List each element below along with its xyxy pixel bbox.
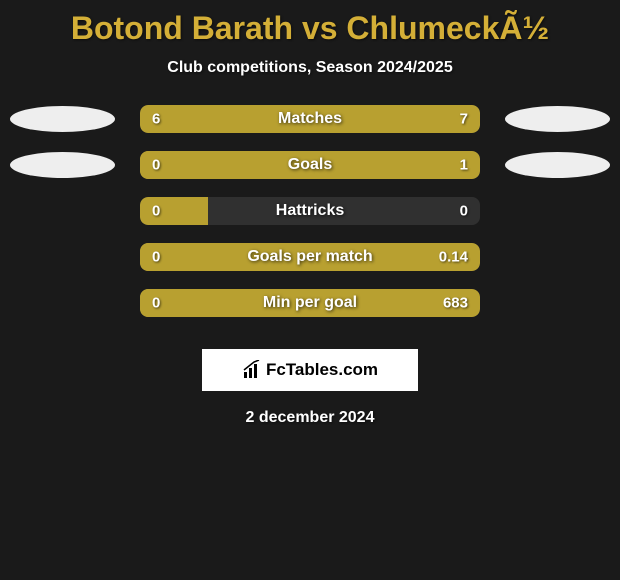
date-text: 2 december 2024 (246, 409, 375, 427)
subtitle: Club competitions, Season 2024/2025 (167, 59, 452, 77)
player-badge-left (10, 106, 115, 132)
stat-value-right: 7 (460, 111, 468, 128)
bar-fill-left (140, 197, 208, 225)
stat-bar: 0 1 Goals (140, 151, 480, 179)
logo-box: FcTables.com (202, 349, 418, 391)
stat-value-left: 0 (152, 157, 160, 174)
stat-value-left: 0 (152, 203, 160, 220)
spacer (505, 198, 610, 224)
stat-row: 0 0.14 Goals per match (10, 243, 610, 271)
stat-value-right: 683 (443, 295, 468, 312)
stats-list: 6 7 Matches 0 1 Goals 0 0 Hattricks 0 0.14 Goals pe… (10, 105, 610, 335)
logo-content: FcTables.com (242, 360, 378, 380)
bar-fill-left (140, 151, 208, 179)
main-container: Botond Barath vs ChlumeckÃ½ Club competi… (0, 0, 620, 437)
stat-row: 0 1 Goals (10, 151, 610, 179)
stat-value-right: 1 (460, 157, 468, 174)
chart-icon (242, 360, 262, 380)
stat-bar: 0 683 Min per goal (140, 289, 480, 317)
spacer (10, 198, 115, 224)
stat-value-left: 6 (152, 111, 160, 128)
spacer (505, 290, 610, 316)
stat-value-right: 0.14 (439, 249, 468, 266)
stat-value-right: 0 (460, 203, 468, 220)
stat-bar: 0 0 Hattricks (140, 197, 480, 225)
player-badge-right (505, 106, 610, 132)
stat-label: Goals per match (247, 248, 372, 266)
stat-label: Hattricks (276, 202, 344, 220)
bar-fill-left (140, 105, 297, 133)
player-badge-left (10, 152, 115, 178)
stat-row: 0 0 Hattricks (10, 197, 610, 225)
page-title: Botond Barath vs ChlumeckÃ½ (71, 10, 549, 47)
logo-text: FcTables.com (266, 360, 378, 380)
bar-fill-left (140, 243, 208, 271)
stat-label: Matches (278, 110, 342, 128)
stat-label: Min per goal (263, 294, 357, 312)
bar-fill-left (140, 289, 208, 317)
stat-row: 6 7 Matches (10, 105, 610, 133)
stat-bar: 6 7 Matches (140, 105, 480, 133)
stat-bar: 0 0.14 Goals per match (140, 243, 480, 271)
spacer (10, 244, 115, 270)
spacer (505, 244, 610, 270)
spacer (10, 290, 115, 316)
stat-value-left: 0 (152, 249, 160, 266)
stat-label: Goals (288, 156, 332, 174)
stat-row: 0 683 Min per goal (10, 289, 610, 317)
stat-value-left: 0 (152, 295, 160, 312)
player-badge-right (505, 152, 610, 178)
